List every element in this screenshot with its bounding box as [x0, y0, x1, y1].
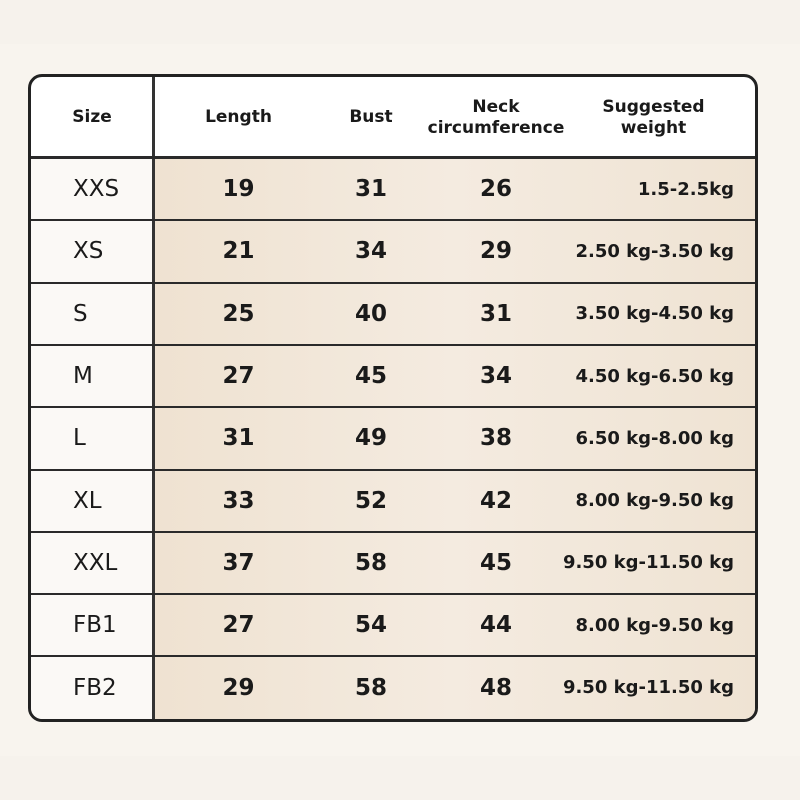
- size-label: XXS: [73, 176, 120, 203]
- measure-cell: 38: [479, 425, 512, 452]
- measure-cell: 45: [354, 363, 387, 390]
- size-label: FB2: [73, 674, 117, 701]
- weight-cell: 8.00 kg-9.50 kg: [575, 490, 734, 512]
- measure-cell: 49: [354, 425, 387, 452]
- measure-cell: 52: [354, 487, 387, 514]
- row-divider: [31, 343, 755, 346]
- measure-cell: 31: [222, 425, 255, 452]
- measure-cell: 29: [222, 674, 255, 701]
- measure-cell: 31: [479, 300, 512, 327]
- measure-cell: 19: [222, 176, 255, 203]
- header-cell: Neck circumference: [427, 96, 565, 138]
- row-divider: [31, 593, 755, 596]
- row-divider: [31, 655, 755, 658]
- measure-cell: 33: [222, 487, 255, 514]
- weight-cell: 2.50 kg-3.50 kg: [575, 240, 734, 262]
- measure-cell: 44: [479, 612, 512, 639]
- table-body-bg: [154, 158, 755, 719]
- measure-cell: 42: [479, 487, 512, 514]
- size-table: Size Length Bust Neck circumference Suggeste…: [28, 74, 758, 722]
- weight-cell: 9.50 kg-11.50 kg: [562, 552, 734, 574]
- column-divider: [152, 77, 155, 719]
- size-label: XS: [73, 238, 104, 265]
- measure-cell: 58: [354, 674, 387, 701]
- measure-cell: 37: [222, 549, 255, 576]
- row-divider: [31, 406, 755, 409]
- measure-cell: 26: [479, 176, 512, 203]
- weight-cell: 9.50 kg-11.50 kg: [562, 677, 734, 699]
- header-cell: Size: [72, 107, 112, 127]
- header-cell: Bust: [349, 107, 393, 127]
- size-label: XXL: [73, 549, 118, 576]
- measure-cell: 48: [479, 674, 512, 701]
- size-label: S: [73, 300, 88, 327]
- weight-cell: 8.00 kg-9.50 kg: [575, 614, 734, 636]
- size-column-bg: [31, 158, 153, 719]
- header-cell: Length: [205, 107, 272, 127]
- measure-cell: 31: [354, 176, 387, 203]
- header-cell: Suggested weight: [602, 96, 705, 138]
- row-divider: [31, 530, 755, 533]
- row-divider: [31, 468, 755, 471]
- size-label: M: [73, 363, 93, 390]
- size-label: FB1: [73, 612, 117, 639]
- weight-cell: 3.50 kg-4.50 kg: [575, 303, 734, 325]
- measure-cell: 58: [354, 549, 387, 576]
- measure-cell: 34: [354, 238, 387, 265]
- weight-cell: 1.5-2.5kg: [637, 178, 734, 200]
- measure-cell: 25: [222, 300, 255, 327]
- measure-cell: 40: [354, 300, 387, 327]
- measure-cell: 34: [479, 363, 512, 390]
- weight-cell: 4.50 kg-6.50 kg: [575, 365, 734, 387]
- size-label: L: [73, 425, 86, 452]
- measure-cell: 27: [222, 363, 255, 390]
- row-divider: [31, 219, 755, 222]
- weight-cell: 6.50 kg-8.00 kg: [575, 427, 734, 449]
- measure-cell: 54: [354, 612, 387, 639]
- header-divider: [31, 156, 755, 159]
- measure-cell: 29: [479, 238, 512, 265]
- measure-cell: 21: [222, 238, 255, 265]
- measure-cell: 27: [222, 612, 255, 639]
- measure-cell: 45: [479, 549, 512, 576]
- size-label: XL: [73, 487, 102, 514]
- row-divider: [31, 281, 755, 284]
